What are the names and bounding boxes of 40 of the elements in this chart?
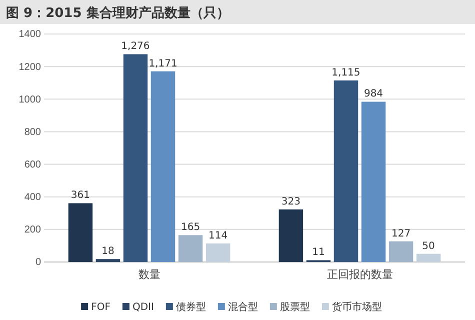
bar [334,80,358,262]
x-tick-label: 数量 [138,269,160,282]
bar [150,71,176,262]
data-label: 18 [102,246,114,258]
y-tick-label: 1000 [18,94,42,106]
legend-label: FOF [91,302,111,313]
bar [278,209,304,262]
bar [206,243,230,262]
legend-label: QDII [132,302,154,313]
chart-title: 图 9：2015 集合理财产品数量（只） [6,5,230,21]
data-label: 50 [422,240,435,252]
data-label: 1,115 [332,67,360,78]
data-label: 361 [70,190,90,202]
y-tick-label: 0 [35,257,42,268]
data-label: 1,276 [121,41,150,52]
y-tick-label: 400 [24,192,42,204]
data-label: 114 [208,230,228,242]
legend-label: 混合型 [228,301,258,313]
bar [178,235,203,262]
data-label: 1,171 [148,58,178,70]
bar [96,259,120,262]
data-label: 127 [391,228,411,240]
y-tick-label: 1200 [18,62,42,73]
data-label: 984 [364,88,384,100]
y-tick-label: 1400 [18,29,42,40]
bar [361,102,386,262]
legend-label: 货币市场型 [332,301,382,313]
data-label: 323 [281,196,301,208]
legend-label: 股票型 [280,301,310,313]
y-tick-label: 800 [24,126,42,138]
bar [123,54,148,262]
x-tick-label: 正回报的数量 [326,269,393,282]
data-label: 11 [312,247,325,258]
data-label: 165 [180,222,200,234]
bar [388,241,414,262]
y-tick-label: 200 [24,224,42,236]
y-tick-label: 600 [24,159,42,170]
bar [416,254,441,262]
legend-label: 债券型 [176,301,206,313]
bar [68,203,93,262]
